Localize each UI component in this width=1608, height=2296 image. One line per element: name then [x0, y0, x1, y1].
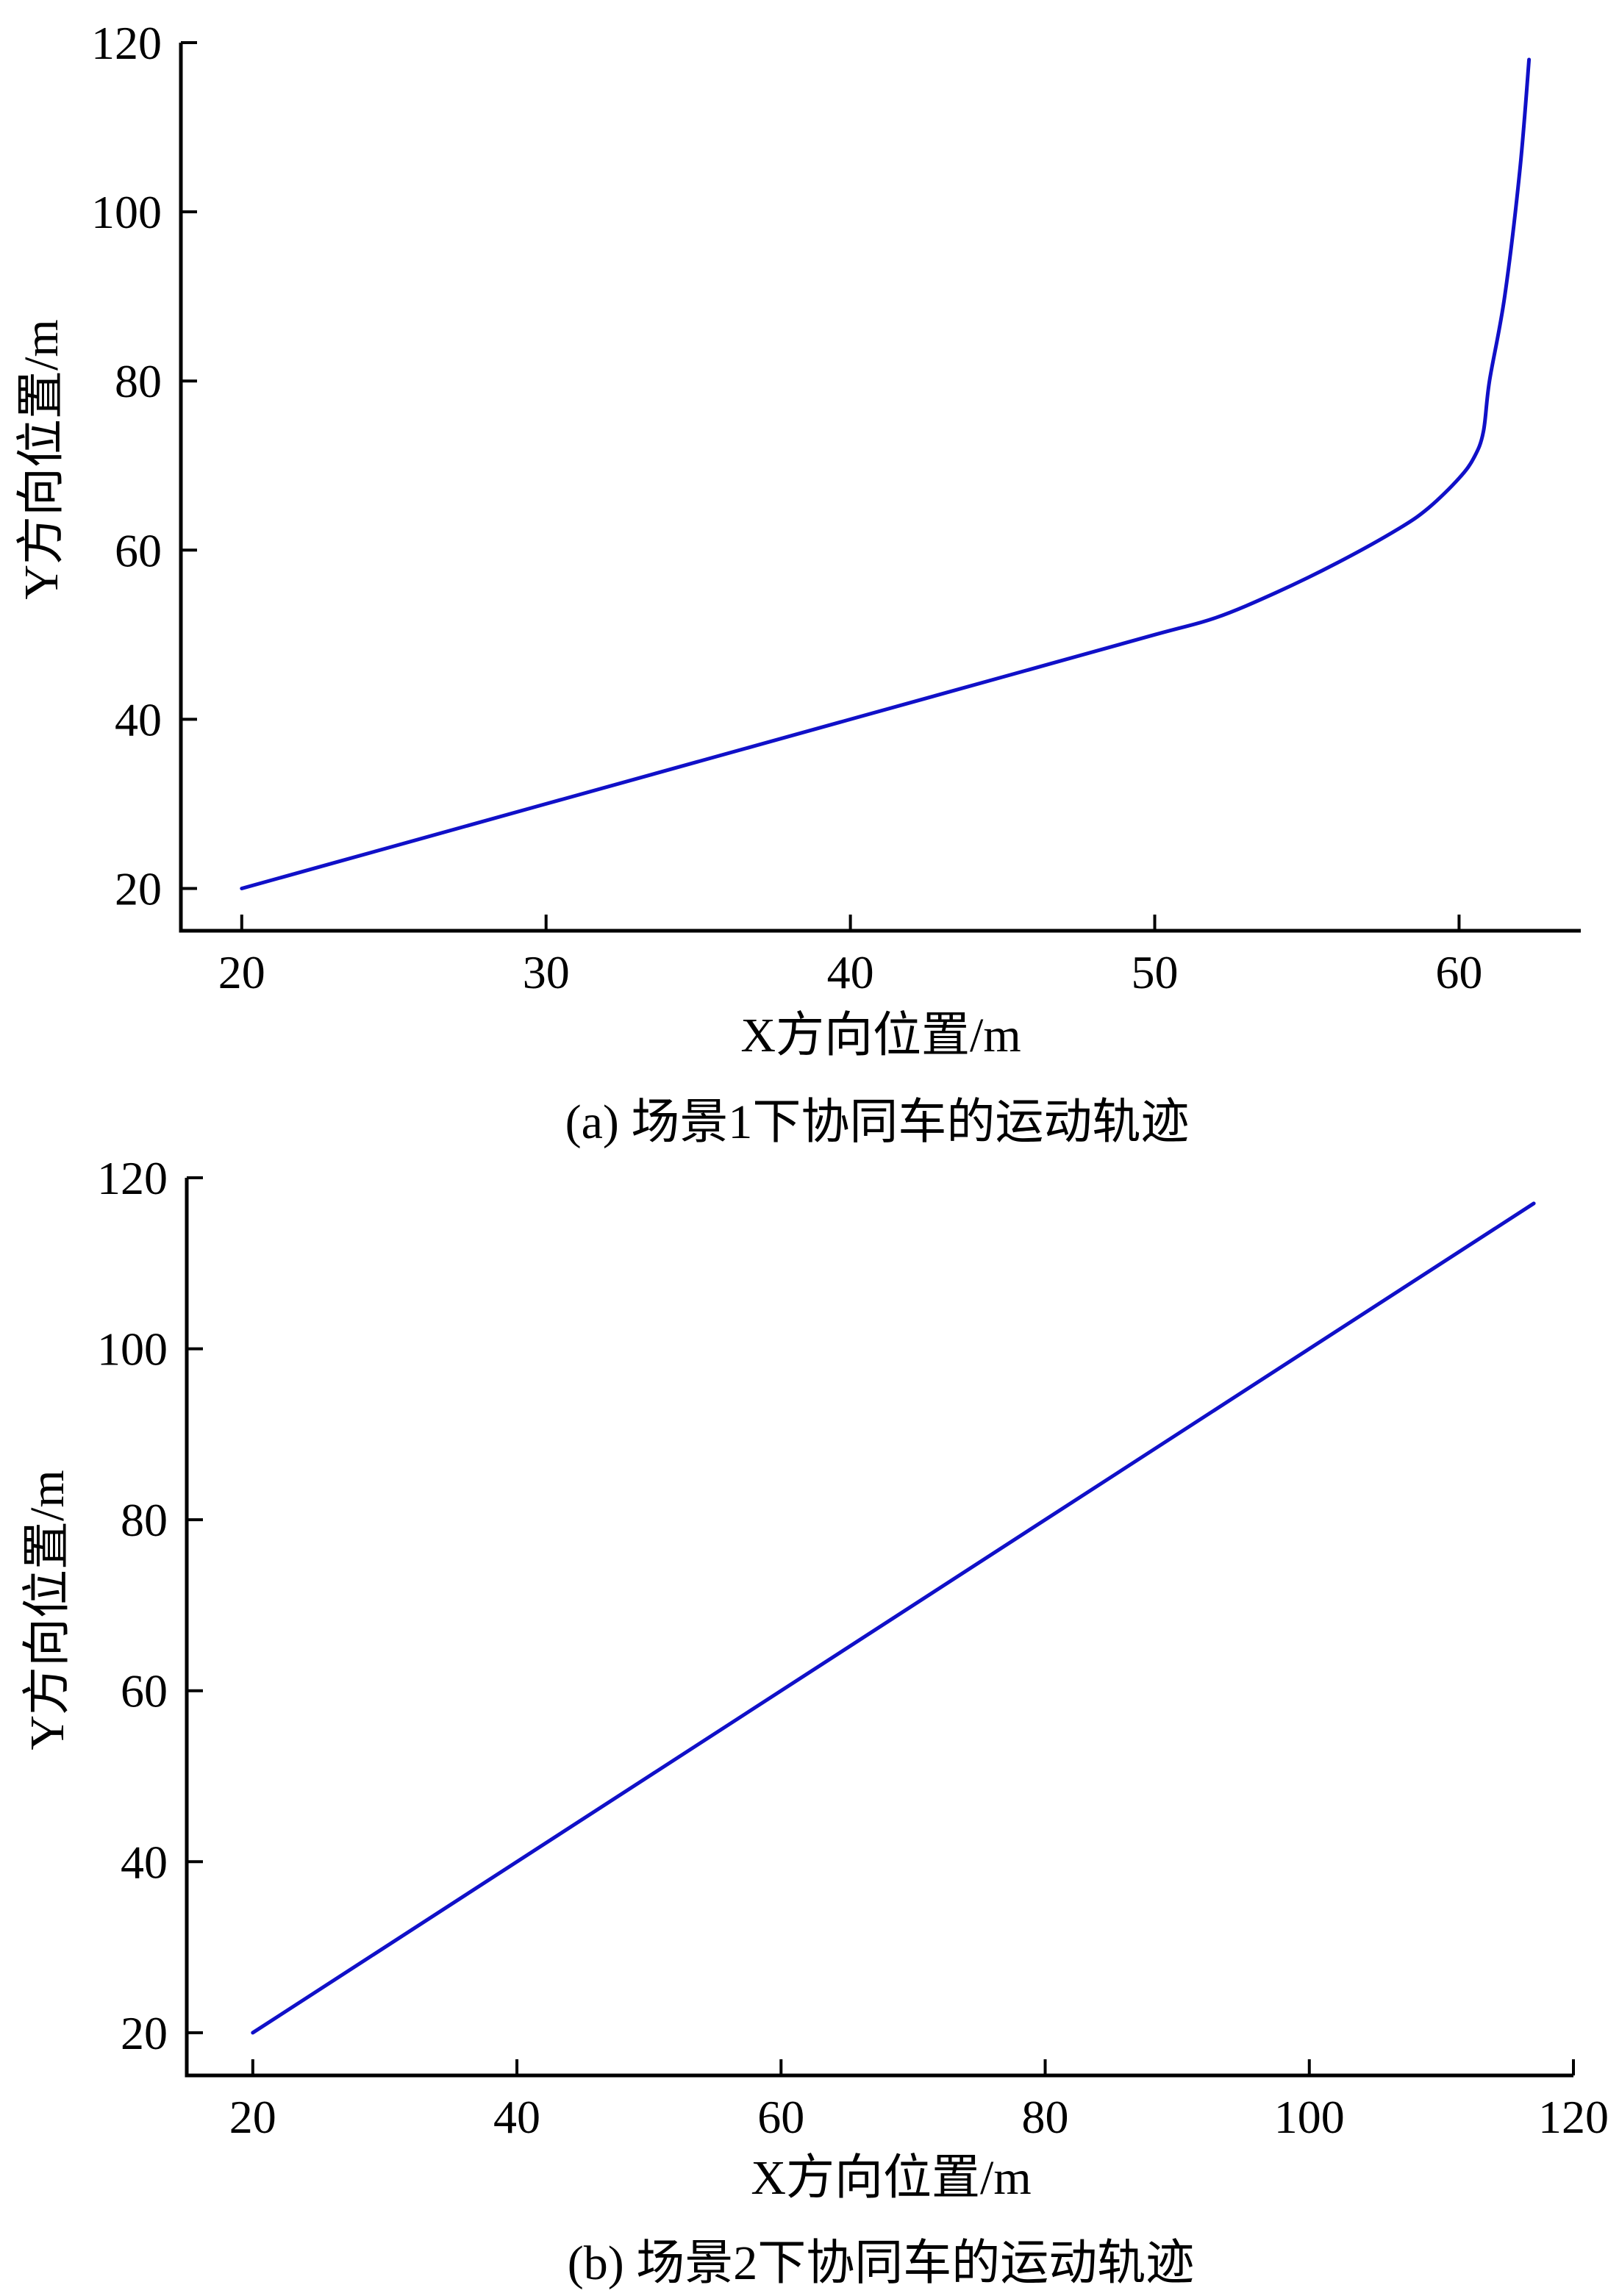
- x-tick-label-a: 20: [218, 946, 265, 998]
- y-tick-label-b: 80: [121, 1494, 168, 1546]
- x-tick-label-b: 60: [757, 2091, 804, 2143]
- y-axis-title-a: Y方向位置/m: [15, 319, 68, 599]
- y-tick-label-b: 60: [121, 1665, 168, 1717]
- y-tick-label-a: 80: [115, 355, 162, 407]
- caption-b: (b) 场景2下协同车的运动轨迹: [568, 2236, 1194, 2290]
- trajectory-line-a: [240, 57, 1532, 890]
- y-tick-label-a: 40: [115, 693, 162, 745]
- tick-group-a: 20 30 40 50 60 20 40 60 80 100 120: [91, 17, 1482, 998]
- x-axis-title-a: X方向位置/m: [740, 1009, 1021, 1062]
- chart-panel-a: 20 30 40 50 60 20 40 60 80 100 120 X方向位置/m Y方向位置/m…: [15, 17, 1581, 1149]
- axes-frame-b: [185, 1178, 1573, 2078]
- tick-group-b: 20 40 60 80 100 120 20 40 60 80 100 120: [97, 1152, 1608, 2143]
- chart-panel-b: 20 40 60 80 100 120 20 40 60 80 100 120 X方向位置/m Y方向…: [21, 1152, 1608, 2290]
- x-tick-label-b: 120: [1538, 2091, 1608, 2143]
- x-tick-label-a: 30: [523, 946, 570, 998]
- y-tick-label-a: 60: [115, 524, 162, 576]
- y-tick-label-a: 20: [115, 862, 162, 915]
- y-tick-label-a: 120: [91, 17, 162, 69]
- x-axis-title-b: X方向位置/m: [751, 2151, 1031, 2205]
- y-tick-label-b: 120: [97, 1152, 168, 1204]
- caption-a: (a) 场景1下协同车的运动轨迹: [565, 1095, 1190, 1149]
- x-tick-label-b: 20: [229, 2091, 276, 2143]
- x-tick-label-a: 40: [827, 946, 874, 998]
- trajectory-line-b: [251, 1201, 1536, 2035]
- y-axis-title-b: Y方向位置/m: [21, 1470, 74, 1750]
- y-tick-label-b: 100: [97, 1323, 168, 1376]
- axes-frame-a: [179, 43, 1581, 933]
- y-tick-label-a: 100: [91, 186, 162, 238]
- y-tick-label-b: 40: [121, 1836, 168, 1888]
- x-tick-label-a: 60: [1435, 946, 1482, 998]
- x-tick-label-b: 80: [1022, 2091, 1069, 2143]
- x-tick-label-b: 100: [1274, 2091, 1345, 2143]
- x-tick-label-a: 50: [1132, 946, 1179, 998]
- x-tick-label-b: 40: [493, 2091, 540, 2143]
- y-tick-label-b: 20: [121, 2007, 168, 2059]
